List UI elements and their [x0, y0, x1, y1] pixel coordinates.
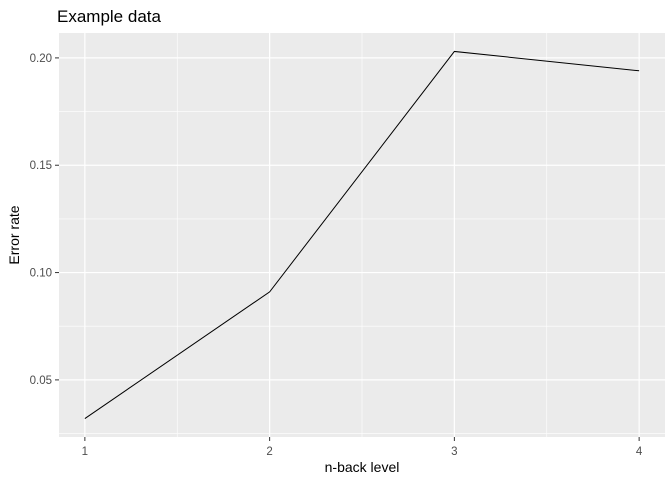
- x-tick-label: 4: [636, 446, 643, 458]
- x-axis-title: n-back level: [325, 459, 400, 475]
- y-tick-label: 0.15: [30, 160, 52, 172]
- series-line: [84, 50, 640, 419]
- x-axis-ticks: 1 2 3 4: [82, 437, 643, 458]
- minor-grid: [59, 33, 665, 437]
- major-grid: [59, 33, 665, 437]
- y-tick-label: 0.20: [30, 53, 52, 65]
- x-tick-label: 2: [266, 446, 272, 458]
- x-tick-label: 1: [82, 446, 88, 458]
- series-layer: [84, 50, 640, 419]
- y-tick-label: 0.10: [30, 268, 52, 280]
- y-tick-label: 0.05: [30, 375, 52, 387]
- chart-title: Example data: [57, 7, 161, 26]
- y-axis-title: Error rate: [6, 205, 22, 264]
- x-tick-label: 3: [451, 446, 457, 458]
- y-axis-ticks: 0.05 0.10 0.15 0.20: [30, 53, 59, 387]
